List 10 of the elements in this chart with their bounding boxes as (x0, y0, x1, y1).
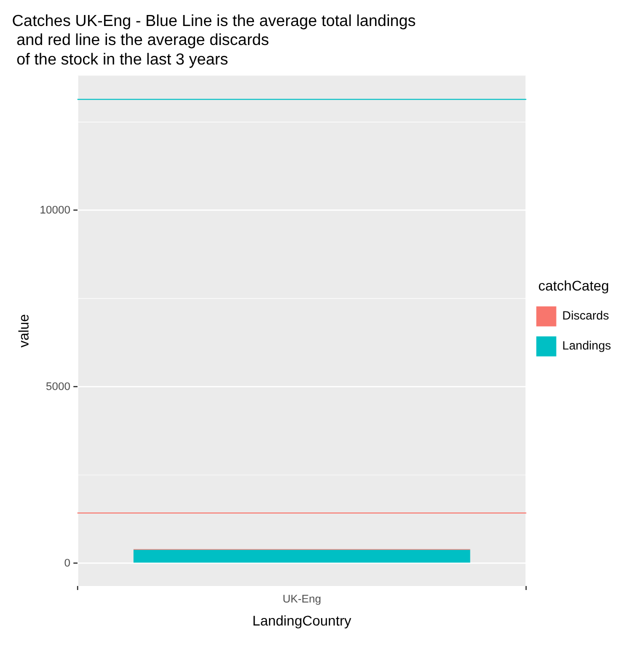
legend-label: Landings (562, 338, 612, 353)
y-tick-label: 0 (64, 557, 70, 570)
y-tick-label: 5000 (46, 380, 70, 393)
chart-title: Catches UK-Eng - Blue Line is the average total landings and red line is the average discards of the stock in the last 3 years (12, 13, 416, 68)
y-tick-label: 10000 (40, 204, 70, 216)
x-axis-title: LandingCountry (252, 612, 352, 628)
legend-title: catchCateg (538, 277, 610, 294)
x-tick-label: UK-Eng (282, 594, 322, 606)
y-axis-title: value (15, 314, 32, 348)
legend-label: Discards (562, 308, 609, 323)
